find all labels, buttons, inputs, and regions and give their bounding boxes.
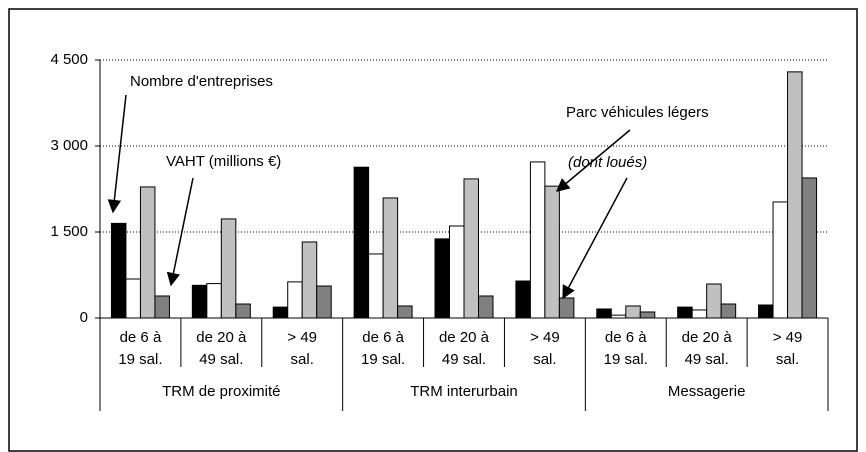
x-tick-label: 19 sal. [604,351,648,368]
x-tick-label: de 6 à [605,329,647,346]
bar [544,185,560,319]
x-tick-label: de 20 à [196,329,247,346]
bar [558,297,575,319]
bar [301,241,318,319]
y-tick-label: 3 000 [50,137,88,154]
annotation: (dont loués) [568,154,647,171]
x-tick-label: de 20 à [439,329,490,346]
bar [515,280,531,319]
x-tick-label: > 49 [530,329,560,346]
x-tick-label: sal. [533,351,556,368]
x-tick-label: de 6 à [362,329,404,346]
bar [235,303,251,319]
annotation: Nombre d'entreprises [130,73,273,90]
x-tick-label: de 20 à [682,329,733,346]
frame [8,8,858,452]
bar [801,177,818,319]
bar [368,253,384,319]
group-label: Messagerie [668,383,746,400]
annotation-arrow [555,129,631,192]
bar [139,186,156,319]
x-tick-label: 19 sal. [361,351,405,368]
bar [463,178,479,319]
annotation: VAHT (millions €) [166,153,281,170]
y-tick-label: 1 500 [50,223,88,240]
bar [787,71,803,319]
group-label: TRM de proximité [162,383,280,400]
bar [758,304,774,319]
y-tick-label: 4 500 [50,51,88,68]
x-tick-label: > 49 [287,329,317,346]
bar [772,201,789,319]
bar [220,218,237,319]
x-tick-label: sal. [291,351,314,368]
bar [353,166,370,319]
x-tick-label: > 49 [773,329,803,346]
x-tick-label: 49 sal. [199,351,243,368]
bar [125,278,141,319]
x-tick-label: 49 sal. [685,351,729,368]
bar [397,305,413,319]
annotation: Parc véhicules légers [566,104,709,121]
bar [625,305,641,319]
bar [206,283,222,319]
annotation-arrow [107,94,127,214]
bar [382,197,399,319]
bar [287,281,303,319]
annotation-arrow [562,177,628,300]
bar [639,311,656,319]
bar [110,222,127,319]
x-tick-label: 49 sal. [442,351,486,368]
x-tick-label: sal. [776,351,799,368]
x-tick-label: de 6 à [120,329,162,346]
bar [529,161,546,319]
bar [706,283,722,319]
group-label: TRM interurbain [410,383,518,400]
bar [691,309,708,319]
bar [272,306,289,319]
bar [154,295,170,319]
annotation-arrow [166,177,194,287]
bar [478,295,494,319]
y-tick-label: 0 [80,309,88,326]
bar [449,225,465,319]
bar [434,238,450,319]
bar [720,303,737,319]
bar [596,308,612,319]
bar [191,284,208,319]
bar [316,285,332,319]
bar [677,306,693,319]
x-tick-label: 19 sal. [118,351,162,368]
